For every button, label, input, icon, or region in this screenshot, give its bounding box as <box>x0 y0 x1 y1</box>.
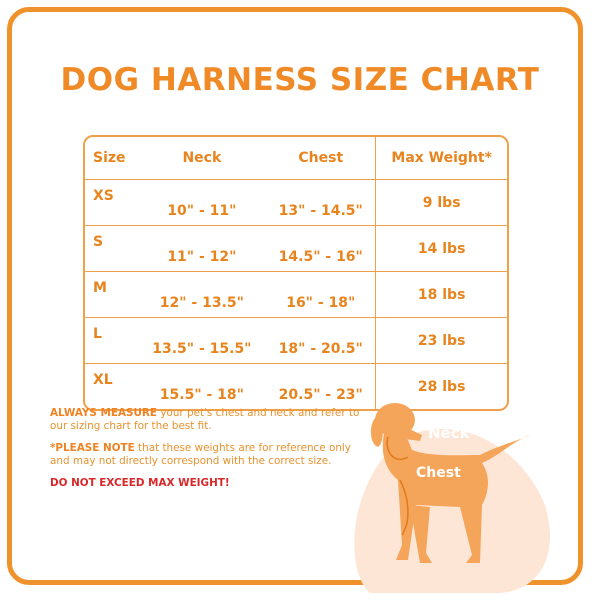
warning-text: DO NOT EXCEED MAX WEIGHT! <box>50 477 230 489</box>
max-weight-cell: 23 lbs <box>375 318 507 364</box>
neck-cell: 10" - 11" <box>137 180 267 226</box>
neck-cell: 12" - 13.5" <box>137 272 267 318</box>
measure-note: ALWAYS MEASURE your pet's chest and neck… <box>50 407 370 433</box>
max-weight-cell: 14 lbs <box>375 226 507 272</box>
chest-cell: 14.5" - 16" <box>266 226 376 272</box>
size-chart-table: Size Neck Chest Max Weight* XS 10" - 11" 1… <box>83 135 509 411</box>
chest-cell: 20.5" - 23" <box>278 387 363 403</box>
max-weight-cell: 28 lbs <box>375 364 507 409</box>
header-neck: Neck <box>137 137 267 180</box>
max-weight-cell: 18 lbs <box>375 272 507 318</box>
table-row: S 11" - 12" 14.5" - 16" 14 lbs <box>85 226 507 272</box>
chest-cell: 18" - 20.5" <box>266 318 376 364</box>
header-chest: Chest <box>266 137 376 180</box>
note-bold: *PLEASE NOTE <box>50 442 135 454</box>
chest-cell: 16" - 18" <box>266 272 376 318</box>
chest-label: Chest <box>416 465 461 481</box>
neck-label: Neck <box>428 424 471 442</box>
neck-cell: 15.5" - 18" <box>159 387 244 403</box>
table-row: XL 15.5" - 18" 20.5" - 23" 28 lbs <box>85 364 507 409</box>
size-cell: XL <box>93 372 113 388</box>
border-frame <box>7 7 583 585</box>
header-size: Size <box>85 137 138 180</box>
neck-cell: 13.5" - 15.5" <box>137 318 267 364</box>
table-row: XS 10" - 11" 13" - 14.5" 9 lbs <box>85 180 507 226</box>
size-cell: S <box>85 226 138 272</box>
measure-bold: ALWAYS MEASURE <box>50 407 158 419</box>
table-row: M 12" - 13.5" 16" - 18" 18 lbs <box>85 272 507 318</box>
max-weight-cell: 9 lbs <box>375 180 507 226</box>
table-row: L 13.5" - 15.5" 18" - 20.5" 23 lbs <box>85 318 507 364</box>
neck-cell: 11" - 12" <box>137 226 267 272</box>
chest-measure-line <box>399 479 409 536</box>
table-header-row: Size Neck Chest Max Weight* <box>85 137 507 180</box>
neck-measure-line <box>386 436 409 460</box>
measure-text: your pet's chest and neck and refer to o… <box>50 407 360 432</box>
dog-silhouette-icon <box>370 403 530 563</box>
size-cell: XS <box>85 180 138 226</box>
header-max-weight: Max Weight* <box>375 137 507 180</box>
page-title: DOG HARNESS SIZE CHART <box>60 62 540 98</box>
chest-cell: 13" - 14.5" <box>266 180 376 226</box>
note-text: that these weights are for reference onl… <box>50 442 351 467</box>
weight-note: *PLEASE NOTE that these weights are for … <box>50 442 370 468</box>
dog-diagram: Neck Chest <box>354 403 550 593</box>
size-cell: L <box>85 318 138 364</box>
size-cell: M <box>85 272 138 318</box>
notes: ALWAYS MEASURE your pet's chest and neck… <box>50 407 370 499</box>
